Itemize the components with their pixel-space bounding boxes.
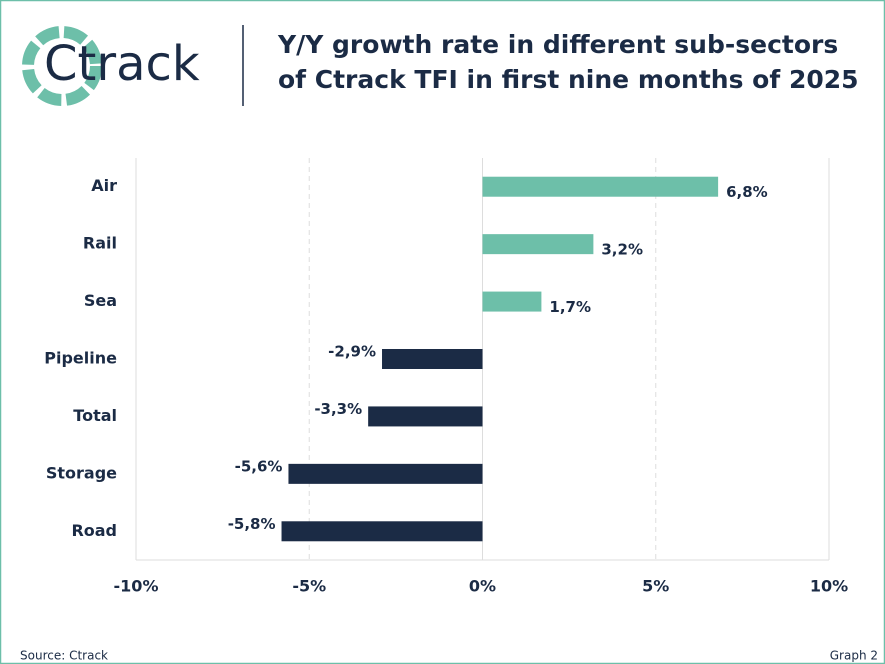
- logo-icon: [22, 26, 102, 106]
- y-tick-label: Road: [71, 521, 117, 540]
- bar: [482, 234, 594, 255]
- y-tick-label: Rail: [83, 234, 117, 253]
- bar: [382, 349, 483, 369]
- bar: [288, 463, 483, 484]
- bar: [368, 406, 483, 427]
- x-tick-label: 0%: [469, 577, 496, 596]
- y-tick-label: Sea: [84, 291, 117, 310]
- chart-title: Y/Y growth rate in different sub-sectors: [277, 30, 838, 59]
- source: Source: Ctrack: [20, 649, 108, 663]
- logo-text: Ctrack: [44, 36, 200, 92]
- value-label: -3,3%: [314, 400, 362, 418]
- x-tick-label: 10%: [810, 577, 848, 596]
- x-tick-label: -5%: [292, 577, 326, 596]
- x-tick-label: 5%: [642, 577, 669, 596]
- bar: [482, 176, 719, 197]
- y-tick-label: Air: [91, 176, 117, 195]
- value-label: -5,8%: [228, 515, 276, 533]
- value-label: -5,6%: [235, 457, 283, 475]
- bar: [482, 291, 542, 312]
- value-label: 1,7%: [549, 298, 591, 316]
- y-tick-label: Storage: [46, 463, 117, 482]
- chart-title: of Ctrack TFI in first nine months of 20…: [278, 65, 859, 94]
- y-tick-label: Total: [73, 406, 117, 425]
- value-label: 3,2%: [601, 241, 643, 259]
- y-tick-label: Pipeline: [44, 349, 117, 368]
- value-label: 6,8%: [726, 183, 768, 201]
- value-label: -2,9%: [328, 343, 376, 361]
- bar: [281, 521, 483, 542]
- x-tick-label: -10%: [114, 577, 159, 596]
- graph-label: Graph 2: [830, 649, 878, 663]
